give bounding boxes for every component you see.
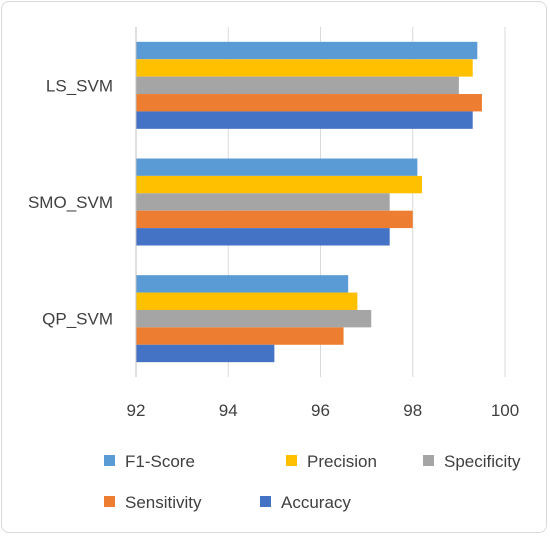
bar-sensitivity bbox=[136, 210, 413, 229]
bar-f1-score bbox=[136, 41, 478, 60]
bar-accuracy bbox=[136, 111, 473, 129]
bar-sensitivity bbox=[136, 94, 482, 112]
bar-accuracy bbox=[136, 228, 390, 246]
x-tick-label: 94 bbox=[219, 401, 238, 420]
legend-swatch bbox=[260, 496, 271, 507]
x-tick-label: 98 bbox=[403, 401, 422, 420]
category-label: LS_SVM bbox=[46, 76, 113, 95]
legend-label: Accuracy bbox=[281, 493, 351, 512]
category-label: SMO_SVM bbox=[28, 193, 113, 212]
bar-f1-score bbox=[136, 275, 349, 293]
legend-label: F1-Score bbox=[125, 452, 195, 471]
x-tick-label: 92 bbox=[127, 401, 146, 420]
legend-swatch bbox=[104, 455, 115, 466]
bar-specificity bbox=[136, 193, 390, 211]
legend-swatch bbox=[104, 496, 115, 507]
x-tick-label: 100 bbox=[491, 401, 519, 420]
legend-label: Sensitivity bbox=[125, 493, 202, 512]
bar-precision bbox=[136, 175, 422, 194]
legend-label: Specificity bbox=[444, 452, 521, 471]
bar-precision bbox=[136, 59, 473, 77]
bar-accuracy bbox=[136, 344, 275, 363]
bar-specificity bbox=[136, 309, 372, 328]
category-label: QP_SVM bbox=[42, 310, 113, 329]
bar-f1-score bbox=[136, 158, 418, 176]
bar-sensitivity bbox=[136, 327, 344, 345]
legend-swatch bbox=[423, 455, 434, 466]
x-tick-label: 96 bbox=[311, 401, 330, 420]
legend-swatch bbox=[286, 455, 297, 466]
bar-specificity bbox=[136, 76, 459, 95]
legend-label: Precision bbox=[307, 452, 377, 471]
bar-precision bbox=[136, 292, 358, 310]
